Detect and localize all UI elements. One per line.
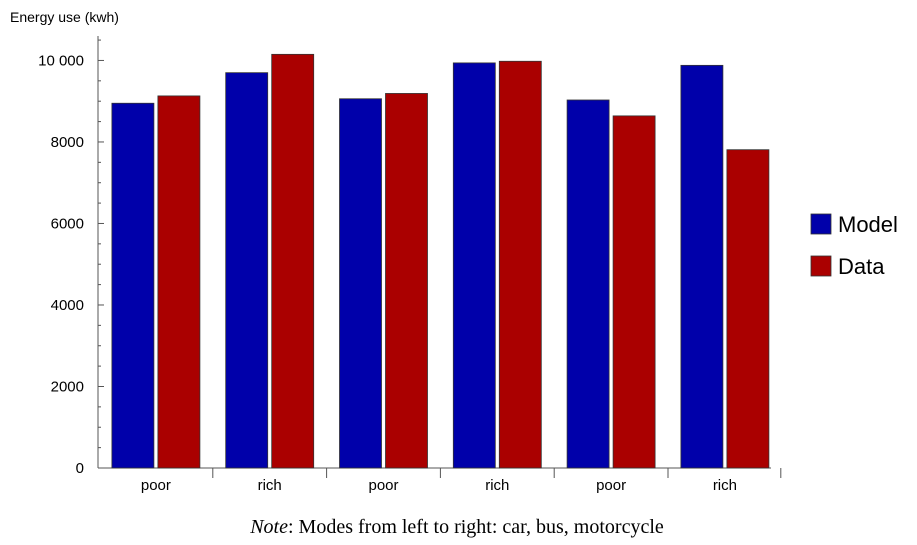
x-tick-label: rich — [713, 477, 737, 494]
y-tick-label: 10 000 — [38, 52, 84, 69]
y-tick-label: 0 — [76, 460, 84, 477]
legend-swatch-data — [810, 255, 832, 277]
bar-model — [339, 98, 382, 469]
x-tick-label: rich — [485, 477, 509, 494]
bar-model — [225, 72, 269, 469]
bar-data — [498, 60, 542, 469]
y-axis-label: Energy use (kwh) — [10, 9, 119, 25]
bar-model — [566, 99, 610, 469]
legend: Model Data — [810, 212, 898, 279]
bars — [111, 53, 770, 469]
bar-data — [157, 95, 201, 469]
legend-label-data: Data — [838, 254, 885, 279]
note-label: Note — [249, 516, 288, 538]
bar-data — [271, 53, 315, 469]
note-text: : Modes from left to right: car, bus, mo… — [288, 516, 664, 538]
y-tick-label: 2000 — [51, 378, 84, 395]
legend-label-model: Model — [838, 212, 898, 237]
legend-swatch-model — [810, 213, 832, 235]
bar-model — [452, 62, 496, 469]
x-tick-label: rich — [258, 477, 282, 494]
y-tick-label: 4000 — [51, 297, 84, 314]
bar-model — [111, 102, 155, 469]
note: Note: Modes from left to right: car, bus… — [249, 516, 664, 538]
bar-data — [726, 149, 770, 469]
bar-data — [385, 93, 428, 469]
bar-model — [680, 64, 724, 469]
x-tick-label: poor — [141, 477, 171, 494]
axes: 0 2000 4000 6000 8000 10 000 poor rich poor rich p… — [38, 36, 782, 494]
x-tick-label: poor — [596, 477, 626, 494]
bar-data — [612, 115, 656, 469]
y-tick-label: 8000 — [51, 134, 84, 151]
y-tick-label: 6000 — [51, 215, 84, 232]
x-tick-label: poor — [368, 477, 398, 494]
